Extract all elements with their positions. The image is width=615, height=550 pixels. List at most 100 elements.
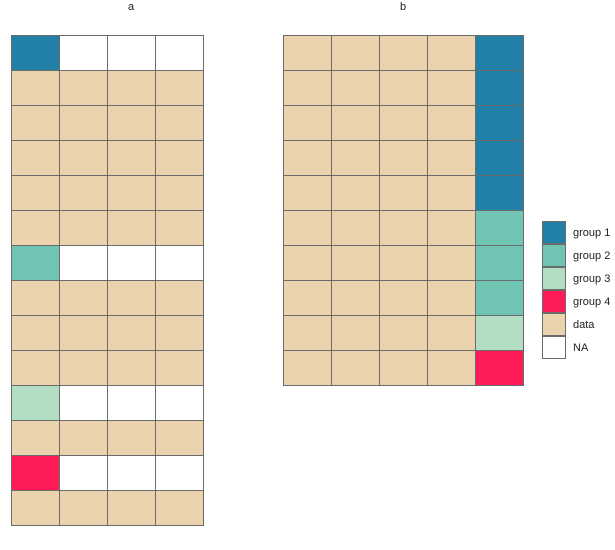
- panel-b-cell-r3-c2: [332, 106, 380, 141]
- panel-a-cell-r4-c3: [108, 141, 156, 176]
- panel-b-cell-r4-c4: [428, 141, 476, 176]
- panel-a-cell-r7-c3: [108, 246, 156, 281]
- legend-key-group-3: [542, 267, 566, 290]
- panel-b-cell-r6-c1: [284, 211, 332, 246]
- panel-a-cell-r9-c3: [108, 316, 156, 351]
- panel-b-cell-r4-c5: [476, 141, 524, 176]
- panel-a-cell-r2-c4: [156, 71, 204, 106]
- panel-a-grid: [11, 35, 204, 526]
- panel-a-cell-r10-c1: [12, 351, 60, 386]
- panel-a-cell-r11-c4: [156, 386, 204, 421]
- panel-b-cell-r6-c3: [380, 211, 428, 246]
- panel-b-cell-r10-c2: [332, 351, 380, 386]
- panel-b-cell-r5-c5: [476, 176, 524, 211]
- panel-b-cell-r2-c5: [476, 71, 524, 106]
- panel-a-cell-r8-c3: [108, 281, 156, 316]
- legend-key-group-1: [542, 221, 566, 244]
- panel-b-cell-r7-c5: [476, 246, 524, 281]
- panel-a-cell-r9-c2: [60, 316, 108, 351]
- panel-a-cell-r5-c3: [108, 176, 156, 211]
- panel-a-cell-r10-c3: [108, 351, 156, 386]
- panel-a-cell-r6-c4: [156, 211, 204, 246]
- panel-a-cell-r3-c3: [108, 106, 156, 141]
- panel-a-cell-r1-c1: [12, 36, 60, 71]
- panel-b-cell-r5-c3: [380, 176, 428, 211]
- panel-a-cell-r7-c4: [156, 246, 204, 281]
- panel-b-cell-r6-c2: [332, 211, 380, 246]
- legend-label-na: NA: [573, 341, 589, 354]
- panel-b-cell-r10-c5: [476, 351, 524, 386]
- panel-a-cell-r7-c2: [60, 246, 108, 281]
- panel-b-cell-r7-c4: [428, 246, 476, 281]
- panel-a-cell-r6-c1: [12, 211, 60, 246]
- panel-a-cell-r8-c4: [156, 281, 204, 316]
- legend: group 1 group 2 group 3 group 4 data NA: [542, 221, 610, 359]
- panel-a-cell-r13-c4: [156, 456, 204, 491]
- panel-b-cell-r9-c4: [428, 316, 476, 351]
- panel-a-cell-r1-c2: [60, 36, 108, 71]
- panel-a-title: a: [127, 1, 135, 13]
- panel-b-cell-r2-c3: [380, 71, 428, 106]
- panel-b-cell-r9-c3: [380, 316, 428, 351]
- panel-a-cell-r13-c1: [12, 456, 60, 491]
- legend-label-group-1: group 1: [573, 226, 611, 239]
- legend-item-data: data: [542, 313, 610, 336]
- panel-b-cell-r8-c1: [284, 281, 332, 316]
- panel-b-cell-r5-c4: [428, 176, 476, 211]
- panel-b-cell-r9-c5: [476, 316, 524, 351]
- legend-key-group-2: [542, 244, 566, 267]
- panel-a-cell-r8-c2: [60, 281, 108, 316]
- panel-a-cell-r12-c3: [108, 421, 156, 456]
- legend-key-na: [542, 336, 566, 359]
- panel-a-cell-r3-c2: [60, 106, 108, 141]
- panel-a-cell-r12-c1: [12, 421, 60, 456]
- panel-b-cell-r9-c2: [332, 316, 380, 351]
- panel-b-cell-r7-c1: [284, 246, 332, 281]
- panel-b-cell-r3-c1: [284, 106, 332, 141]
- panel-a-cell-r5-c1: [12, 176, 60, 211]
- panel-a-cell-r10-c2: [60, 351, 108, 386]
- legend-label-data: data: [573, 318, 595, 331]
- panel-b-cell-r6-c4: [428, 211, 476, 246]
- legend-item-group-1: group 1: [542, 221, 610, 244]
- legend-item-group-2: group 2: [542, 244, 610, 267]
- panel-a-cell-r12-c4: [156, 421, 204, 456]
- panel-a-cell-r14-c2: [60, 491, 108, 526]
- panel-b-cell-r8-c4: [428, 281, 476, 316]
- panel-b-cell-r10-c4: [428, 351, 476, 386]
- panel-b-cell-r3-c3: [380, 106, 428, 141]
- panel-a-cell-r7-c1: [12, 246, 60, 281]
- legend-key-group-4: [542, 290, 566, 313]
- legend-label-group-4: group 4: [573, 295, 611, 308]
- panel-a-cell-r3-c4: [156, 106, 204, 141]
- panel-a-cell-r8-c1: [12, 281, 60, 316]
- panel-b-cell-r1-c2: [332, 36, 380, 71]
- panel-b-cell-r2-c4: [428, 71, 476, 106]
- panel-a-cell-r9-c1: [12, 316, 60, 351]
- legend-label-group-2: group 2: [573, 249, 611, 262]
- panel-b-cell-r5-c1: [284, 176, 332, 211]
- panel-b-cell-r1-c4: [428, 36, 476, 71]
- legend-item-group-4: group 4: [542, 290, 610, 313]
- panel-a-cell-r1-c3: [108, 36, 156, 71]
- panel-a-cell-r2-c1: [12, 71, 60, 106]
- panel-a-cell-r14-c3: [108, 491, 156, 526]
- panel-a-cell-r13-c2: [60, 456, 108, 491]
- panel-b-cell-r7-c3: [380, 246, 428, 281]
- panel-b-grid: [283, 35, 524, 386]
- panel-a-cell-r10-c4: [156, 351, 204, 386]
- panel-b-cell-r6-c5: [476, 211, 524, 246]
- panel-a-cell-r14-c1: [12, 491, 60, 526]
- panel-a-cell-r6-c2: [60, 211, 108, 246]
- panel-a-cell-r3-c1: [12, 106, 60, 141]
- panel-b-cell-r10-c1: [284, 351, 332, 386]
- panel-a-cell-r11-c2: [60, 386, 108, 421]
- legend-key-data: [542, 313, 566, 336]
- legend-label-group-3: group 3: [573, 272, 611, 285]
- panel-b-cell-r5-c2: [332, 176, 380, 211]
- panel-b-title: b: [399, 1, 407, 13]
- panel-b-cell-r3-c5: [476, 106, 524, 141]
- panel-b-cell-r2-c1: [284, 71, 332, 106]
- panel-b-cell-r10-c3: [380, 351, 428, 386]
- panel-a-cell-r13-c3: [108, 456, 156, 491]
